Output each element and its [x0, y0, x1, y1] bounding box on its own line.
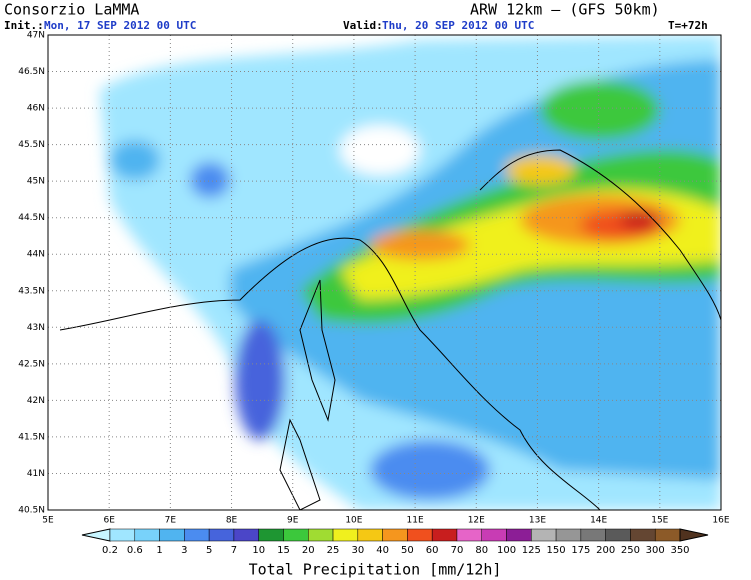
lat-label: 46.5N	[18, 67, 45, 77]
colorbar-swatch	[109, 528, 136, 542]
model: ARW 12km – (GFS 50km)	[470, 1, 660, 19]
lat-label: 41N	[27, 469, 45, 479]
colorbar-label: 100	[497, 545, 516, 556]
colorbar-swatch	[134, 528, 160, 542]
lon-label: 8E	[226, 516, 238, 526]
colorbar-label: 5	[206, 545, 212, 556]
colorbar-swatch	[283, 528, 309, 542]
colorbar-label: 30	[351, 545, 364, 556]
title: Consorzio LaMMA	[4, 1, 139, 19]
lat-label: 43.5N	[18, 286, 45, 296]
colorbar-label: 175	[571, 545, 590, 556]
colorbar-label: 150	[547, 545, 566, 556]
lat-label: 47N	[27, 31, 45, 41]
lat-label: 46N	[27, 104, 45, 114]
lat-label: 41.5N	[18, 432, 45, 442]
colorbar-label: 0.2	[102, 545, 118, 556]
colorbar-label: 20	[302, 545, 315, 556]
lat-label: 43N	[27, 323, 45, 333]
colorbar-swatch	[654, 528, 681, 542]
colorbar-arrow-left	[81, 528, 111, 542]
lat-label: 42N	[27, 396, 45, 406]
graticule: 47N 46.5N 46N 45.5N 45N 44.5N 44N 43.5N 43N 42.5N…	[18, 31, 730, 526]
lead-time: T=+72h	[668, 19, 708, 32]
lat-label: 45N	[27, 177, 45, 187]
colorbar-title: Total Precipitation [mm/12h]	[249, 561, 502, 579]
colorbar-label: 80	[475, 545, 488, 556]
colorbar-swatch	[531, 528, 557, 542]
colorbar-label: 350	[670, 545, 689, 556]
lon-label: 11E	[407, 516, 424, 526]
precip-field	[48, 35, 721, 510]
colorbar-swatch	[159, 528, 185, 542]
colorbar-label: 3	[181, 545, 187, 556]
colorbar-label: 0.6	[127, 545, 143, 556]
colorbar-label: 40	[376, 545, 389, 556]
lon-label: 6E	[103, 516, 115, 526]
colorbar-swatch	[184, 528, 210, 542]
colorbar-label: 15	[277, 545, 290, 556]
lon-label: 16E	[712, 516, 729, 526]
colorbar-label: 60	[426, 545, 439, 556]
colorbar-label: 70	[451, 545, 464, 556]
colorbar-label: 25	[327, 545, 340, 556]
colorbar-swatch	[605, 528, 631, 542]
colorbar: 0.2 0.6 1 3 5 7 10 15 20 25 30 40 50 60 70 80 100 125 150 1…	[81, 528, 709, 556]
colorbar-label: 10	[252, 545, 265, 556]
colorbar-label: 7	[231, 545, 237, 556]
colorbar-label: 300	[646, 545, 665, 556]
lat-label: 40.5N	[18, 506, 45, 516]
colorbar-label: 250	[621, 545, 640, 556]
colorbar-swatch	[233, 528, 259, 542]
colorbar-swatch	[332, 528, 359, 542]
lat-label: 45.5N	[18, 140, 45, 150]
lon-label: 12E	[468, 516, 485, 526]
colorbar-swatch	[382, 528, 408, 542]
lon-label: 7E	[165, 516, 177, 526]
lon-label: 10E	[345, 516, 362, 526]
colorbar-swatch	[630, 528, 656, 542]
colorbar-swatch	[456, 528, 482, 542]
colorbar-swatch	[506, 528, 532, 542]
colorbar-swatch	[208, 528, 235, 542]
colorbar-label: 200	[596, 545, 615, 556]
lat-label: 42.5N	[18, 359, 45, 369]
colorbar-swatch	[407, 528, 433, 542]
colorbar-swatch	[555, 528, 582, 542]
colorbar-swatch	[580, 528, 606, 542]
colorbar-swatch	[481, 528, 507, 542]
valid-date: Thu, 20 SEP 2012 00 UTC	[382, 19, 534, 32]
colorbar-label: 50	[401, 545, 414, 556]
colorbar-label: 1	[156, 545, 162, 556]
init-label: Init.:	[4, 19, 44, 32]
lon-label: 13E	[529, 516, 546, 526]
valid-label: Valid:	[343, 19, 383, 32]
colorbar-arrow-right	[679, 528, 709, 542]
colorbar-swatch	[258, 528, 284, 542]
lon-label: 15E	[651, 516, 668, 526]
lon-label: 9E	[287, 516, 299, 526]
lon-label: 5E	[42, 516, 54, 526]
map-frame	[47, 34, 722, 511]
colorbar-swatch	[431, 528, 458, 542]
colorbar-label: 125	[522, 545, 541, 556]
lat-label: 44N	[27, 250, 45, 260]
init-date: Mon, 17 SEP 2012 00 UTC	[44, 19, 196, 32]
lat-label: 44.5N	[18, 213, 45, 223]
colorbar-swatch	[308, 528, 334, 542]
lon-label: 14E	[590, 516, 607, 526]
colorbar-swatch	[357, 528, 383, 542]
